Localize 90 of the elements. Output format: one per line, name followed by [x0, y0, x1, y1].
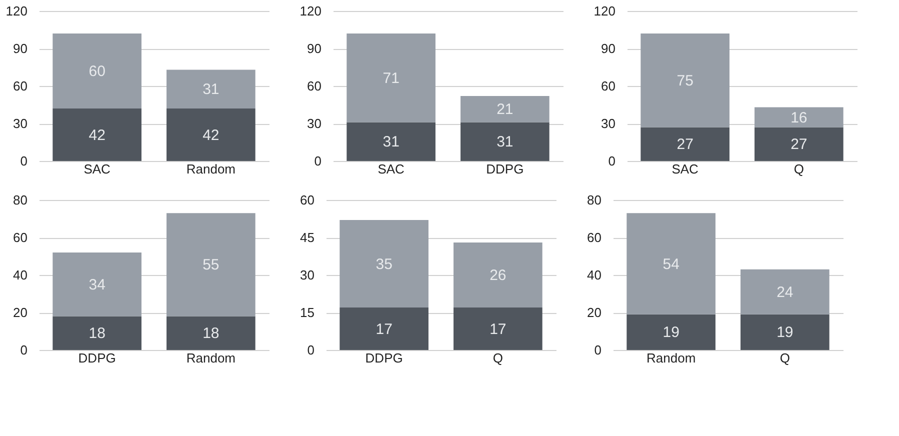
x-tick-label: Q — [492, 350, 503, 366]
data-label: 19 — [662, 324, 680, 342]
y-tick-label: 0 — [20, 342, 28, 358]
bar — [340, 220, 428, 308]
data-label: 17 — [490, 320, 506, 338]
y-tick-label: 0 — [20, 154, 28, 168]
y-tick-label: 60 — [300, 192, 314, 208]
bar — [640, 34, 730, 128]
y-tick-label: 0 — [307, 342, 314, 358]
bar — [626, 213, 716, 314]
y-tick-label: 60 — [13, 78, 28, 94]
x-tick-label: DDPG — [486, 162, 524, 176]
y-tick-label: 15 — [300, 305, 314, 320]
data-label: 54 — [662, 256, 680, 273]
data-label: 18 — [202, 325, 220, 342]
bar — [454, 308, 542, 350]
y-tick-label: 60 — [13, 230, 28, 245]
bar — [754, 127, 844, 161]
data-label: 31 — [496, 134, 514, 151]
data-label: 31 — [202, 81, 220, 98]
data-label: 42 — [202, 126, 220, 144]
bar — [166, 108, 256, 161]
data-label: 27 — [676, 136, 694, 154]
y-tick-label: 30 — [300, 268, 314, 282]
bar — [166, 70, 256, 108]
y-tick-label: 90 — [13, 41, 28, 56]
x-tick-label: Random — [186, 162, 236, 176]
data-label: 21 — [496, 101, 514, 118]
bar — [740, 314, 830, 350]
y-tick-label: 0 — [608, 154, 616, 168]
data-label: 24 — [776, 284, 794, 301]
bar — [460, 96, 550, 122]
data-label: 55 — [202, 256, 220, 274]
x-tick-label: SAC — [672, 162, 698, 176]
y-tick-label: 120 — [300, 4, 322, 18]
data-label: 35 — [376, 256, 392, 273]
bar — [454, 242, 542, 308]
bar — [346, 34, 436, 122]
y-tick-label: 80 — [587, 192, 602, 208]
bar — [640, 127, 730, 161]
bar — [340, 308, 428, 350]
bar — [166, 213, 256, 316]
x-tick-label: DDPG — [365, 350, 403, 366]
y-tick-label: 0 — [594, 342, 602, 358]
y-tick-label: 40 — [13, 268, 28, 282]
x-tick-label: DDPG — [78, 350, 116, 366]
y-tick-label: 90 — [601, 41, 616, 56]
data-label: 27 — [790, 136, 808, 154]
data-label: 34 — [88, 276, 106, 294]
bar — [52, 108, 142, 161]
y-tick-label: 30 — [307, 116, 322, 131]
x-tick-label: SAC — [84, 162, 110, 176]
bar — [52, 316, 142, 350]
x-tick-label: Q — [780, 350, 790, 366]
data-label: 16 — [790, 109, 808, 126]
bar — [52, 34, 142, 108]
data-label: 75 — [676, 72, 694, 90]
x-tick-label: Random — [186, 350, 236, 366]
y-tick-label: 30 — [13, 116, 28, 131]
y-tick-label: 80 — [13, 192, 28, 208]
bar — [626, 314, 716, 350]
bar — [460, 122, 550, 161]
y-tick-label: 0 — [314, 154, 322, 168]
data-label: 17 — [376, 320, 392, 338]
data-label: 26 — [490, 267, 506, 284]
data-label: 71 — [382, 70, 400, 87]
bar — [166, 316, 256, 350]
data-label: 18 — [88, 325, 106, 342]
y-tick-label: 90 — [307, 41, 322, 56]
y-tick-label: 40 — [587, 268, 602, 282]
data-label: 60 — [88, 63, 106, 80]
y-tick-label: 120 — [6, 4, 28, 18]
data-label: 19 — [776, 324, 794, 342]
y-tick-label: 45 — [300, 230, 314, 245]
x-tick-label: SAC — [378, 162, 404, 176]
bar — [754, 107, 844, 128]
bar — [346, 122, 436, 161]
bar — [740, 269, 830, 314]
y-tick-label: 120 — [594, 4, 616, 18]
x-tick-label: Random — [646, 350, 696, 366]
data-label: 31 — [382, 134, 400, 151]
y-tick-label: 30 — [601, 116, 616, 131]
y-tick-label: 60 — [587, 230, 602, 245]
y-tick-label: 60 — [601, 78, 616, 94]
y-tick-label: 20 — [13, 305, 28, 320]
data-label: 42 — [88, 126, 106, 144]
bar — [52, 252, 142, 316]
x-tick-label: Q — [794, 162, 804, 176]
y-tick-label: 60 — [307, 78, 322, 94]
y-tick-label: 20 — [587, 305, 602, 320]
